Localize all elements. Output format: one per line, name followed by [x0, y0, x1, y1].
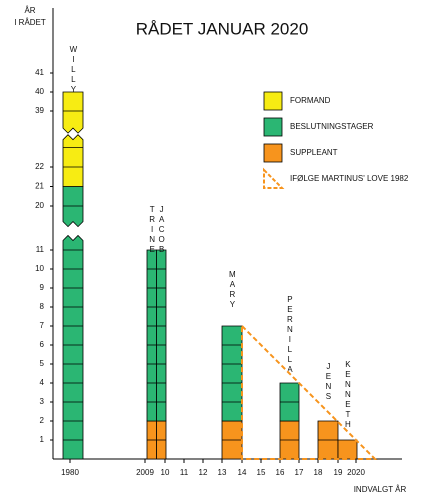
legend-label: SUPPLEANT — [290, 148, 338, 157]
bar-piece — [221, 325, 243, 422]
bar-segment — [156, 249, 167, 422]
legend-swatch — [263, 143, 283, 163]
x-axis-label: INDVALGT ÅR — [354, 485, 407, 494]
bar-segment — [221, 420, 243, 460]
bar-segment — [317, 420, 339, 460]
bar-segment — [221, 325, 243, 422]
bar-segment — [337, 439, 358, 460]
y-tick-label: 21 — [35, 182, 44, 191]
legend-label: FORMAND — [290, 96, 331, 105]
x-tick-label: 19 — [334, 468, 343, 477]
y-tick-label: 5 — [40, 359, 45, 368]
bar-segment — [146, 249, 157, 422]
y-tick-label: 20 — [35, 201, 44, 210]
bar-piece — [146, 249, 157, 422]
law-triangle — [241, 323, 378, 460]
member-name: JACOB — [157, 205, 166, 255]
x-tick-label: 15 — [257, 468, 266, 477]
y-tick-label: 11 — [36, 245, 45, 254]
x-tick-label: 2020 — [347, 468, 365, 477]
chart-title: RÅDET JANUAR 2020 — [136, 19, 309, 38]
x-tick-label: 10 — [161, 468, 170, 477]
y-axis-label: I RÅDET — [14, 18, 46, 27]
bar-segment — [62, 186, 84, 460]
y-tick-label: 22 — [35, 162, 44, 171]
x-tick-label: 1980 — [61, 468, 79, 477]
x-tick-label: 2009 — [136, 468, 154, 477]
x-tick-label: 12 — [199, 468, 208, 477]
legend-swatch — [263, 91, 283, 111]
y-tick-label: 4 — [40, 378, 45, 387]
y-axis-label: ÅR — [24, 6, 35, 15]
bar-piece — [337, 439, 358, 460]
y-tick-label: 2 — [40, 416, 45, 425]
y-tick-label: 8 — [40, 302, 45, 311]
y-tick-label: 7 — [40, 321, 45, 330]
y-tick-label: 10 — [35, 264, 44, 273]
member-name: TRINE — [148, 205, 157, 255]
x-tick-label: 13 — [218, 468, 227, 477]
bar-piece — [62, 234, 84, 460]
x-tick-label: 11 — [180, 468, 189, 477]
bar-piece — [156, 249, 167, 422]
member-name: KENNETH — [343, 360, 352, 430]
legend-swatch — [263, 117, 283, 137]
y-tick-label: 40 — [35, 87, 44, 96]
y-tick-label: 41 — [35, 68, 44, 77]
bar-segment — [62, 91, 84, 187]
y-tick-label: 1 — [40, 435, 45, 444]
bar-segment — [156, 420, 167, 460]
x-tick-label: 18 — [314, 468, 323, 477]
y-tick-label: 6 — [40, 340, 45, 349]
member-name: PERNILLA — [285, 295, 294, 375]
y-tick-label: 9 — [40, 283, 45, 292]
member-name: WILLY — [69, 45, 78, 95]
bar-piece — [62, 91, 84, 134]
member-name: JENS — [324, 362, 333, 402]
bar-segment — [146, 420, 157, 460]
bar-piece — [62, 186, 84, 228]
x-tick-label: 14 — [238, 468, 247, 477]
y-tick-label: 39 — [35, 106, 44, 115]
legend-triangle — [263, 167, 285, 189]
bar-segment — [279, 420, 300, 460]
y-tick-label: 3 — [40, 397, 45, 406]
bar-segment — [279, 382, 300, 422]
x-tick-label: 17 — [295, 468, 304, 477]
legend-label: IFØLGE MARTINUS' LOVE 1982 — [290, 174, 409, 183]
bar-piece — [62, 134, 84, 187]
legend-label: BESLUTNINGSTAGER — [290, 122, 374, 131]
member-name: MARY — [228, 270, 237, 310]
x-tick-label: 16 — [276, 468, 285, 477]
